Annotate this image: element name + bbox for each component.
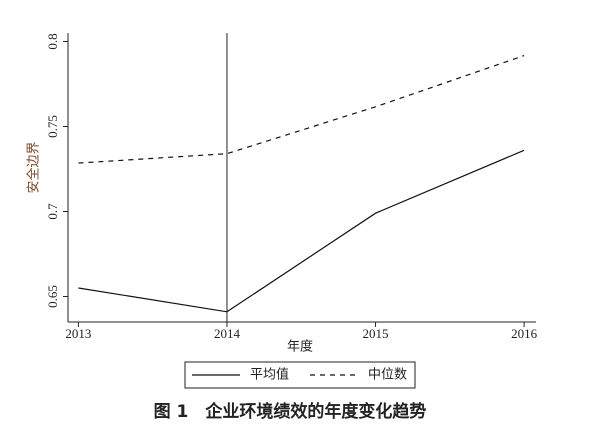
series-line bbox=[78, 55, 525, 164]
legend-box bbox=[184, 361, 416, 389]
legend-label: 中位数 bbox=[368, 368, 407, 383]
y-tick-label: 0.75 bbox=[45, 115, 60, 138]
y-tick-label: 0.65 bbox=[45, 285, 60, 308]
x-tick-label: 2013 bbox=[65, 326, 91, 341]
series-line bbox=[78, 149, 525, 313]
x-tick-label: 2015 bbox=[363, 326, 389, 341]
x-tick-label: 2014 bbox=[214, 326, 241, 341]
legend-label: 平均值 bbox=[250, 367, 289, 383]
chart-title: 图 1 企业环境绩效的年度变化趋势 bbox=[154, 401, 427, 422]
y-tick-label: 0.8 bbox=[45, 33, 60, 49]
y-tick-label: 0.7 bbox=[45, 203, 60, 220]
x-tick-label: 2016 bbox=[511, 326, 538, 341]
x-axis-label: 年度 bbox=[287, 339, 313, 355]
y-axis-label: 安全边界 bbox=[26, 141, 42, 193]
